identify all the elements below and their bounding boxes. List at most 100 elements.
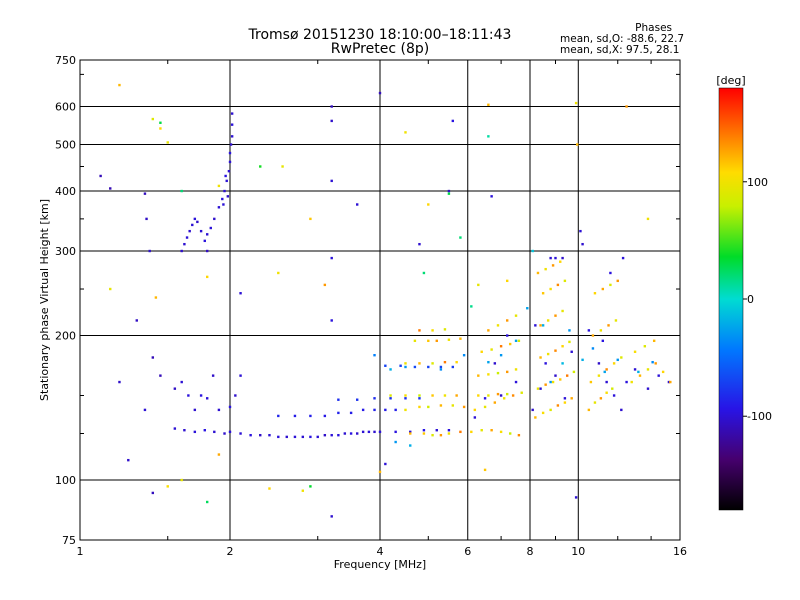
data-point: [483, 405, 487, 409]
data-point: [389, 368, 392, 371]
data-point: [394, 430, 397, 434]
data-point: [462, 405, 466, 409]
data-point: [616, 279, 619, 283]
data-point: [599, 329, 603, 332]
y-tick-label: 75: [62, 534, 76, 547]
data-point: [228, 405, 232, 409]
data-point: [409, 432, 412, 435]
data-point: [435, 339, 438, 343]
data-point: [551, 380, 555, 384]
data-point: [531, 408, 534, 412]
data-point: [418, 397, 421, 400]
data-point: [193, 430, 197, 434]
data-point: [544, 383, 547, 386]
data-point: [556, 283, 560, 287]
data-point: [657, 374, 660, 377]
data-point: [539, 356, 542, 359]
x-tick-label: 10: [571, 545, 585, 558]
data-point: [565, 374, 569, 377]
data-point: [373, 397, 376, 400]
data-point: [549, 256, 552, 260]
data-point: [427, 203, 430, 206]
data-point: [301, 435, 305, 439]
y-tick-label: 500: [55, 139, 76, 152]
data-point: [581, 242, 584, 246]
data-point: [293, 414, 297, 418]
data-point: [166, 485, 169, 488]
data-point: [224, 174, 227, 178]
data-point: [203, 239, 206, 243]
data-point: [621, 256, 625, 260]
data-point: [620, 356, 623, 359]
data-point: [625, 105, 628, 108]
data-point: [228, 160, 232, 164]
data-point: [499, 430, 503, 434]
data-point: [409, 430, 412, 434]
phases-stat-x: mean, sd,X: 97.5, 28.1: [560, 44, 680, 56]
data-point: [526, 307, 529, 310]
data-point: [418, 394, 421, 397]
data-point: [473, 408, 477, 412]
data-point: [378, 470, 382, 474]
data-point: [323, 283, 327, 287]
data-point: [404, 362, 407, 365]
data-point: [541, 324, 545, 327]
data-point: [616, 358, 619, 362]
data-point: [205, 275, 209, 279]
data-point: [480, 350, 483, 353]
data-point: [581, 358, 584, 362]
data-point: [633, 350, 637, 353]
data-point: [118, 83, 121, 87]
data-point: [384, 462, 387, 466]
x-tick-label: 1: [77, 545, 84, 558]
data-point: [223, 432, 226, 435]
data-point: [183, 242, 186, 246]
chart-title: Tromsø 20151230 18:10:00–18:11:43: [248, 27, 512, 43]
data-point: [667, 380, 671, 384]
data-point: [230, 112, 234, 115]
x-axis-label: Frequency [MHz]: [334, 558, 426, 571]
data-point: [556, 404, 560, 407]
data-point: [234, 394, 237, 397]
data-point: [404, 365, 407, 369]
data-point: [173, 387, 177, 390]
data-point: [493, 362, 497, 365]
data-point: [404, 408, 407, 412]
data-point: [546, 319, 550, 322]
data-point: [394, 408, 397, 412]
data-point: [187, 394, 190, 397]
data-point: [439, 365, 443, 369]
y-tick-label: 200: [55, 330, 76, 343]
data-point: [646, 387, 650, 390]
data-point: [404, 131, 407, 134]
data-point: [544, 267, 547, 271]
data-point: [188, 229, 191, 233]
data-point: [554, 314, 557, 317]
data-point: [404, 394, 407, 397]
data-point: [570, 397, 573, 400]
data-point: [118, 380, 121, 384]
data-point: [285, 435, 288, 439]
data-point: [574, 101, 578, 105]
data-point: [221, 197, 224, 201]
data-point: [480, 429, 483, 432]
data-point: [309, 485, 312, 488]
data-point: [572, 370, 576, 374]
data-point: [487, 135, 490, 138]
data-point: [211, 374, 215, 377]
data-point: [373, 353, 376, 357]
data-point: [159, 121, 162, 124]
data-point: [587, 329, 591, 332]
y-tick-label: 750: [55, 54, 76, 67]
data-point: [249, 433, 252, 437]
data-point: [643, 345, 647, 348]
data-point: [330, 256, 333, 260]
data-point: [593, 292, 597, 295]
data-point: [443, 328, 447, 331]
data-point: [355, 203, 359, 206]
data-point: [443, 394, 447, 397]
data-point: [367, 430, 371, 434]
x-tick-label: 8: [527, 545, 534, 558]
data-point: [508, 342, 512, 346]
data-point: [638, 374, 642, 377]
